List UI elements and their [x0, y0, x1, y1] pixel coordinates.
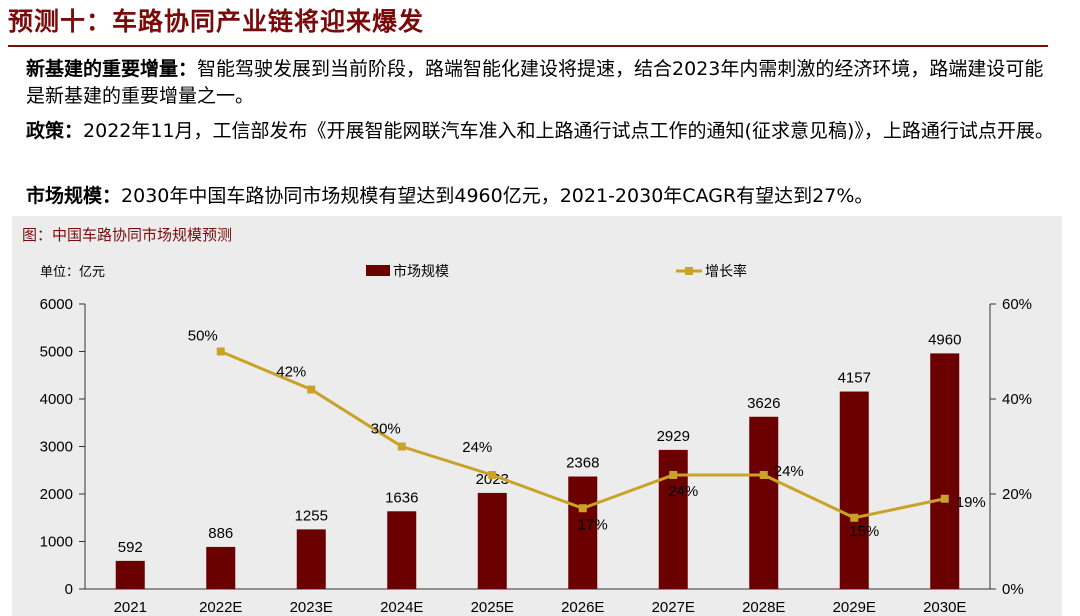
x-tick-label: 2030E [923, 599, 966, 616]
paragraph-label: 市场规模： [26, 185, 122, 207]
x-tick-label: 2027E [652, 599, 695, 616]
y-tick-label-left: 6000 [40, 296, 73, 313]
y-tick-label-left: 0 [65, 581, 73, 598]
bar-value-label: 4157 [838, 370, 871, 387]
x-tick-label: 2022E [199, 599, 242, 616]
x-tick-label: 2023E [290, 599, 333, 616]
growth-value-label: 24% [462, 439, 492, 456]
x-tick-label: 2028E [742, 599, 785, 616]
bar-mark [296, 529, 326, 589]
bar-mark [387, 511, 417, 589]
growth-value-label: 17% [578, 516, 608, 533]
bar-value-label: 592 [118, 539, 143, 556]
growth-point [488, 471, 497, 479]
y-tick-label-right: 20% [1002, 486, 1032, 503]
bar-value-label: 2368 [566, 455, 599, 472]
bar-value-label: 886 [208, 525, 233, 542]
bar-value-label: 1255 [295, 507, 328, 524]
unit-label: 单位：亿元 [40, 264, 105, 279]
bar-mark [477, 492, 507, 589]
y-tick-label-left: 1000 [40, 534, 73, 551]
y-tick-label-right: 40% [1002, 391, 1032, 408]
x-tick-label: 2024E [380, 599, 423, 616]
y-tick-label-right: 0% [1002, 581, 1024, 598]
bar-value-label: 4960 [928, 331, 961, 348]
growth-value-label: 15% [849, 523, 879, 540]
page-title: 预测十：车路协同产业链将迎来爆发 [8, 7, 425, 36]
bar-mark [658, 449, 688, 589]
chart-title: 图：中国车路协同市场规模预测 [22, 226, 233, 244]
growth-value-label: 19% [956, 494, 986, 511]
growth-point [578, 504, 587, 513]
paragraph-text: 2022年11月，工信部发布《开展智能网联汽车准入和上路通行试点工作的通知(征求… [83, 120, 1054, 142]
paragraph-policy: 政策：2022年11月，工信部发布《开展智能网联汽车准入和上路通行试点工作的通知… [26, 118, 1056, 145]
growth-point [216, 347, 225, 356]
bar-mark [115, 560, 145, 589]
growth-value-label: 42% [276, 364, 306, 381]
bar-value-label: 2929 [657, 428, 690, 445]
legend-line-label: 增长率 [705, 263, 747, 279]
title-divider [8, 45, 1048, 47]
y-tick-label-left: 3000 [40, 439, 73, 456]
paragraph-label: 新基建的重要增量： [26, 58, 198, 80]
x-tick-label: 2029E [833, 599, 876, 616]
growth-value-label: 24% [668, 483, 698, 500]
legend-bar-label: 市场规模 [393, 263, 449, 279]
growth-point [669, 471, 678, 479]
x-tick-label: 2026E [561, 599, 604, 616]
growth-point [940, 494, 949, 503]
growth-value-label: 30% [371, 421, 401, 438]
bar-mark [568, 476, 598, 589]
growth-point [850, 513, 859, 522]
growth-point [759, 471, 768, 479]
x-tick-label: 2021 [114, 599, 147, 616]
paragraph-new-infrastructure: 新基建的重要增量：智能驾驶发展到当前阶段，路端智能化建设将提速，结合2023年内… [26, 56, 1056, 110]
legend-line-marker [685, 267, 693, 275]
y-tick-label-left: 2000 [40, 486, 73, 503]
paragraph-text: 2030年中国车路协同市场规模有望达到4960亿元，2021-2030年CAGR… [121, 185, 874, 207]
paragraph-market-size: 市场规模：2030年中国车路协同市场规模有望达到4960亿元，2021-2030… [26, 183, 1056, 210]
growth-point [397, 442, 406, 451]
paragraph-text: 智能驾驶发展到当前阶段，路端智能化建设将提速，结合2023年内需刺激的经济环境，… [26, 58, 1044, 107]
growth-value-label: 50% [188, 328, 218, 345]
bar-value-label: 3626 [747, 395, 780, 412]
bar-value-label: 1636 [385, 489, 418, 506]
paragraph-label: 政策： [26, 120, 84, 142]
bar-mark [206, 546, 236, 589]
bar-value-label: 2023 [476, 471, 509, 488]
x-tick-label: 2025E [471, 599, 514, 616]
y-tick-label-left: 4000 [40, 391, 73, 408]
y-tick-label-left: 5000 [40, 344, 73, 361]
growth-point [307, 385, 316, 394]
growth-value-label: 24% [774, 463, 804, 480]
y-tick-label-right: 60% [1002, 296, 1032, 313]
bar-mark [839, 391, 869, 589]
legend-bar-swatch [366, 265, 390, 276]
bar-mark [930, 353, 960, 589]
chart-panel [12, 216, 1062, 616]
bar-mark [749, 416, 779, 589]
